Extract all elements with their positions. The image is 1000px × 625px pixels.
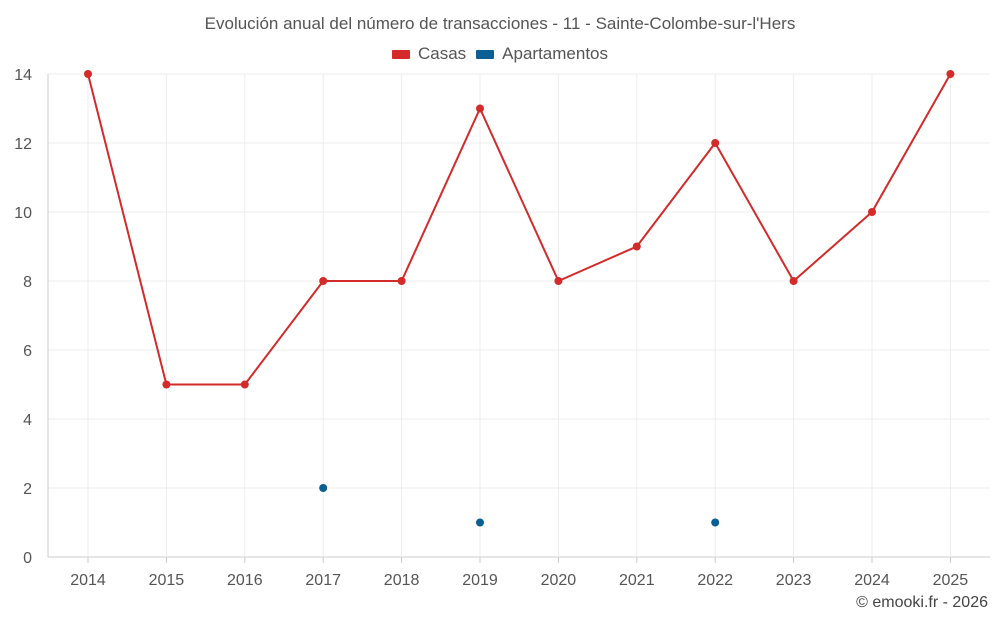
data-point-casas[interactable] (711, 139, 720, 147)
x-tick-label: 2020 (541, 572, 577, 589)
y-tick-label: 4 (23, 412, 32, 429)
y-tick-label: 10 (14, 205, 32, 222)
y-tick-label: 6 (23, 343, 32, 360)
series-line-casas (87, 73, 952, 386)
y-tick-label: 8 (23, 274, 32, 291)
y-tick-label: 0 (23, 550, 32, 567)
x-tick-label: 2021 (619, 572, 655, 589)
data-point-casas[interactable] (554, 277, 563, 285)
x-tick-label: 2019 (462, 572, 498, 589)
data-point-casas[interactable] (868, 208, 876, 216)
legend-swatch-casas (391, 49, 410, 59)
data-point-casas[interactable] (84, 70, 92, 78)
x-tick-label: 2014 (70, 572, 106, 589)
data-point-apartamentos[interactable] (319, 484, 328, 492)
data-point-casas[interactable] (789, 277, 798, 285)
data-point-casas[interactable] (162, 380, 171, 389)
legend-label-casas: Casas (417, 44, 467, 63)
watermark: © emooki.fr - 2026 (856, 594, 988, 611)
y-tick-label: 14 (14, 67, 32, 84)
x-tick-label: 2015 (149, 572, 185, 589)
legend-swatch-apartamentos (476, 49, 495, 59)
x-tick-label: 2016 (227, 572, 263, 589)
chart-title: Evolución anual del número de transaccio… (204, 14, 796, 33)
x-tick-label: 2025 (933, 572, 969, 589)
y-tick-label: 2 (23, 481, 32, 498)
data-point-casas[interactable] (397, 277, 406, 285)
y-tick-label: 12 (14, 136, 32, 153)
legend-item-casas[interactable]: Casas (391, 44, 467, 64)
x-tick-label: 2024 (854, 572, 890, 589)
x-tick-label: 2017 (305, 572, 341, 589)
data-point-casas[interactable] (319, 277, 328, 285)
x-tick-label: 2022 (697, 572, 733, 589)
x-tick-label: 2018 (384, 572, 420, 589)
data-point-casas[interactable] (476, 104, 484, 113)
x-tick-label: 2023 (776, 572, 812, 589)
legend-item-apartamentos[interactable]: Apartamentos (476, 44, 608, 64)
data-point-casas[interactable] (240, 380, 249, 389)
data-point-casas[interactable] (946, 70, 955, 78)
data-point-apartamentos[interactable] (476, 518, 484, 527)
data-point-apartamentos[interactable] (711, 518, 720, 527)
data-point-casas[interactable] (632, 242, 641, 251)
legend-label-apartamentos: Apartamentos (502, 44, 609, 63)
legend: Casas Apartamentos (0, 44, 1000, 64)
